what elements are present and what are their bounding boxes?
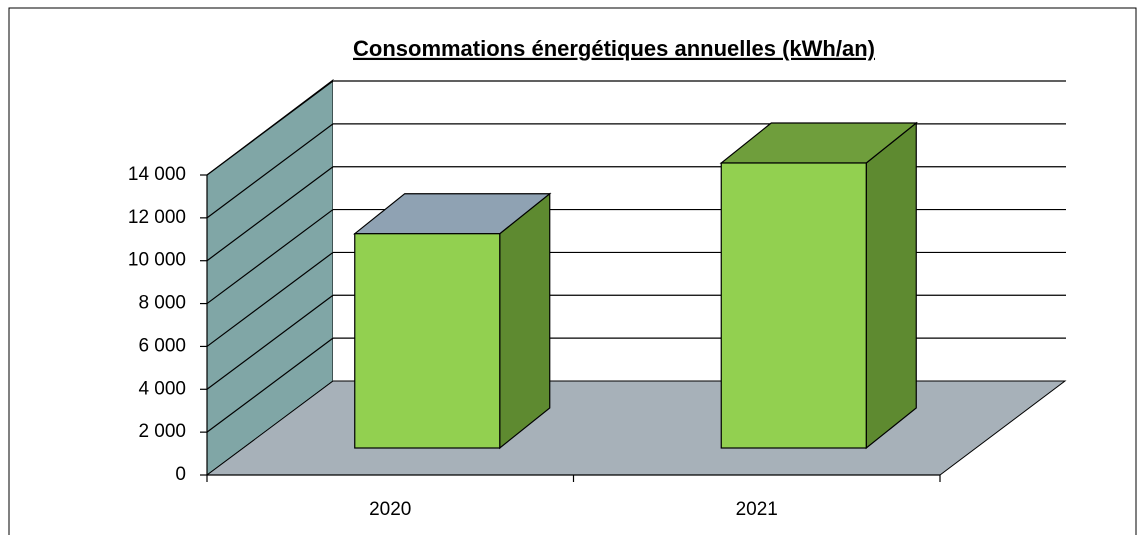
grid-line (206, 251, 334, 347)
y-tick-label: 0 (175, 464, 186, 485)
bar-side (499, 192, 551, 450)
y-tick-label: 10 000 (128, 250, 186, 271)
grid-line (206, 294, 334, 390)
grid-line (206, 337, 334, 433)
floor (205, 380, 1067, 476)
y-tick-label: 4 000 (138, 378, 186, 399)
x-tick-label: 2021 (736, 499, 778, 520)
bar (720, 162, 867, 449)
grid-line (206, 166, 334, 262)
chart-title: Consommations énergétiques annuelles (kW… (353, 36, 875, 61)
y-tick-label: 2 000 (138, 421, 186, 442)
grid-line (206, 80, 334, 176)
y-tick-label: 6 000 (138, 335, 186, 356)
y-tick-label: 12 000 (128, 207, 186, 228)
y-tick-label: 8 000 (138, 293, 186, 314)
bar (354, 233, 501, 449)
y-tick-label: 14 000 (128, 164, 186, 185)
grid-line (206, 209, 334, 305)
bar-side (865, 121, 917, 450)
grid-line (206, 123, 334, 219)
x-tick-label: 2020 (369, 499, 411, 520)
